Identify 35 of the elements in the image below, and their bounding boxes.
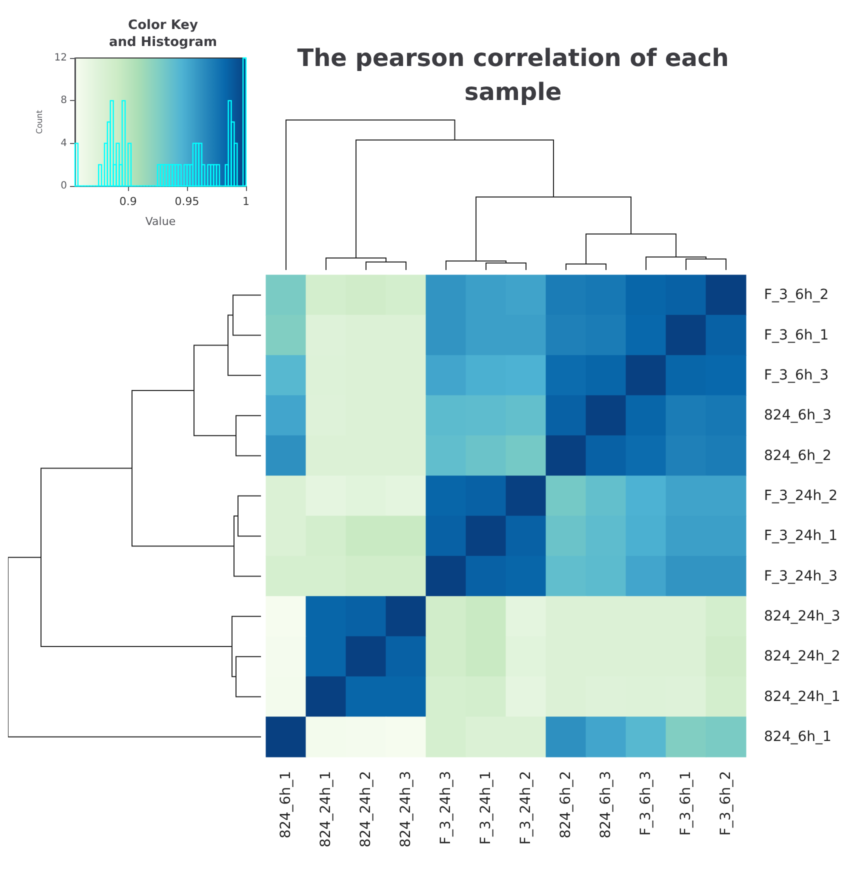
y-tick-label: 824_6h_1: [764, 728, 832, 745]
color-bar-label: 1: [242, 195, 250, 208]
y-tick-label: F_3_6h_1: [764, 327, 829, 344]
chart-title: The pearson correlation of each sample: [297, 44, 729, 106]
x-tick-label: F_3_24h_2: [518, 771, 534, 845]
x-tick-label: 824_6h_1: [278, 771, 294, 838]
chart-title: Color Key and Histogram: [108, 18, 218, 50]
x-tick-label: 824_24h_2: [358, 771, 374, 848]
y-tick-label: F_3_24h_1: [764, 528, 838, 544]
x-tick-label: F_3_24h_1: [478, 771, 494, 845]
x-tick-label: F_3_6h_1: [678, 771, 694, 836]
x-tick-label: F_3_24h_3: [438, 771, 454, 845]
x-tick-label: 824_24h_3: [398, 771, 414, 848]
y-tick-label: 824_24h_1: [764, 688, 840, 705]
x-axis-title: Value: [145, 215, 176, 228]
y-tick-label: 824_6h_2: [764, 448, 832, 464]
x-tick-label: 824_6h_3: [598, 771, 614, 838]
y-tick-label: 824_6h_3: [764, 408, 832, 424]
y-tick-label: 824_24h_2: [764, 648, 840, 665]
x-tick-label: F_3_6h_2: [718, 771, 734, 836]
y-tick-label: F_3_6h_3: [764, 367, 829, 384]
color-bar-label: 0.95: [174, 195, 200, 208]
y-tick-label: F_3_6h_2: [764, 287, 829, 304]
y-tick-label: F_3_24h_3: [764, 568, 838, 584]
y-tick-label: 0: [60, 180, 67, 192]
y-tick-label: F_3_24h_2: [764, 488, 838, 504]
x-tick-label: F_3_6h_3: [638, 771, 654, 836]
y-tick-label: 4: [60, 138, 67, 149]
color-bar-label: 0.9: [119, 195, 137, 208]
y-axis-title: Count: [34, 110, 44, 134]
y-tick-label: 12: [54, 52, 67, 64]
y-tick-label: 824_24h_3: [764, 608, 840, 624]
x-tick-label: 824_24h_1: [318, 771, 334, 848]
x-tick-label: 824_6h_2: [558, 771, 574, 838]
y-tick-label: 8: [60, 95, 67, 106]
